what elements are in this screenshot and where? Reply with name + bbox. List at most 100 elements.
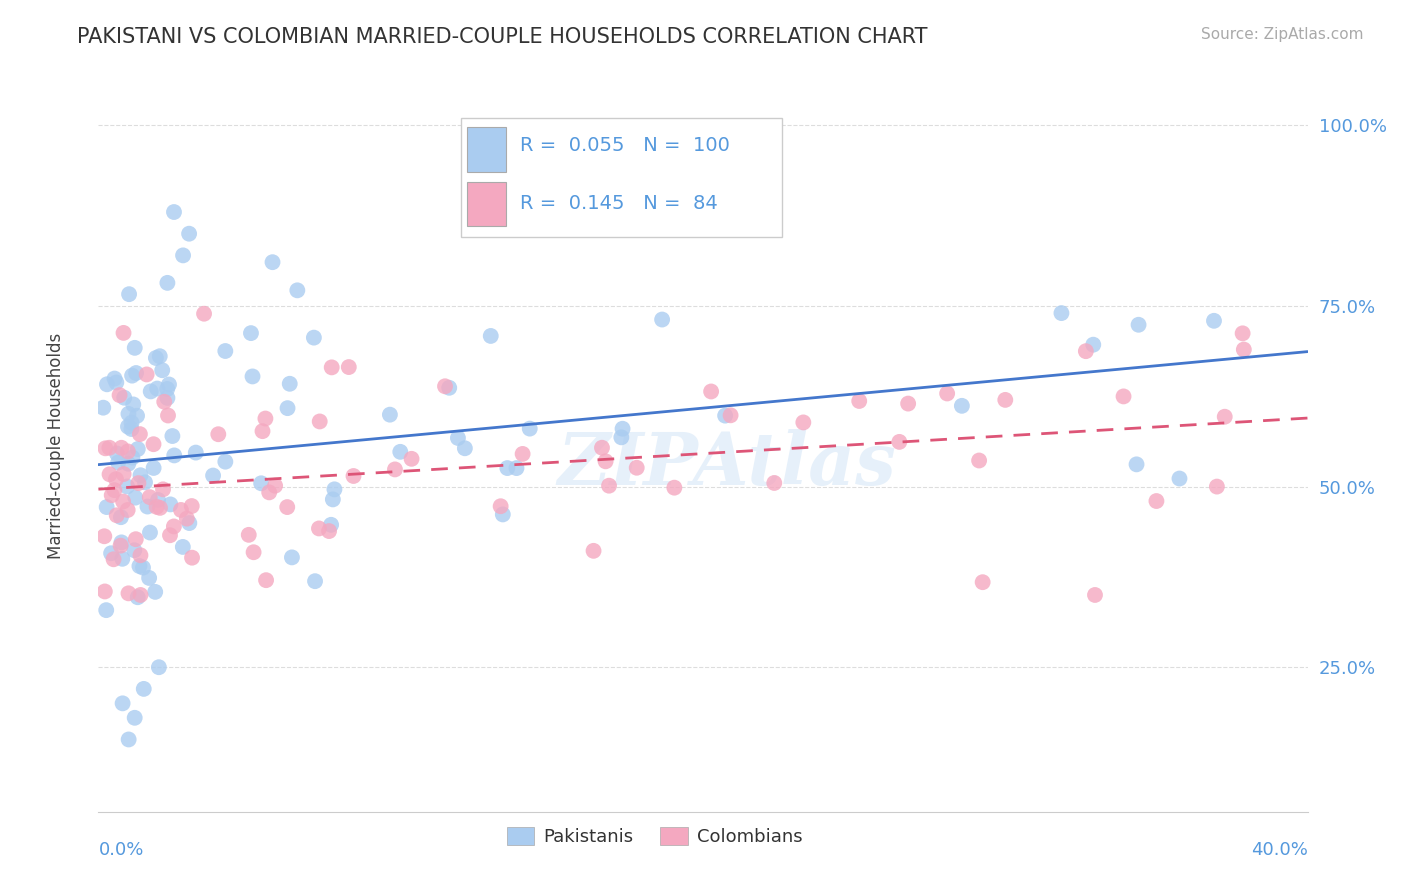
Point — [135, 368, 157, 382]
Point — [308, 521, 330, 535]
Point — [242, 545, 264, 559]
Point — [129, 588, 152, 602]
Point — [1083, 337, 1105, 351]
Text: R =  0.145   N =  84: R = 0.145 N = 84 — [520, 194, 718, 213]
Point — [105, 376, 128, 390]
FancyBboxPatch shape — [467, 128, 506, 172]
Point — [214, 344, 236, 359]
FancyBboxPatch shape — [461, 118, 782, 237]
Point — [1074, 344, 1097, 359]
Point — [110, 510, 132, 524]
Point — [110, 441, 132, 455]
Point — [145, 351, 167, 365]
Point — [138, 571, 160, 585]
Point — [401, 451, 423, 466]
Point — [238, 528, 260, 542]
Point — [103, 371, 125, 385]
Point — [496, 461, 519, 475]
Point — [172, 540, 194, 554]
Text: ZIPAtlas: ZIPAtlas — [558, 429, 897, 500]
Point — [120, 422, 142, 436]
Point — [100, 546, 122, 560]
Point — [323, 483, 346, 497]
Point — [156, 409, 179, 423]
Point — [714, 409, 737, 423]
Point — [117, 457, 139, 471]
Point — [163, 449, 186, 463]
Point — [1144, 494, 1167, 508]
Point — [626, 460, 648, 475]
Point — [117, 444, 139, 458]
Point — [612, 422, 634, 436]
Point — [1050, 306, 1073, 320]
Point — [162, 429, 184, 443]
Point — [304, 574, 326, 589]
Point — [321, 360, 343, 375]
Point — [1168, 471, 1191, 485]
Point — [179, 516, 201, 530]
Point — [254, 411, 277, 425]
FancyBboxPatch shape — [467, 182, 506, 227]
Point — [107, 456, 129, 470]
Point — [994, 392, 1017, 407]
Point — [105, 446, 128, 460]
Point — [193, 307, 215, 321]
Point — [163, 519, 186, 533]
Point — [170, 503, 193, 517]
Point — [124, 341, 146, 355]
Point — [142, 437, 165, 451]
Point — [595, 454, 617, 468]
Point — [254, 573, 277, 587]
Point — [792, 416, 814, 430]
Point — [1112, 389, 1135, 403]
Text: PAKISTANI VS COLOMBIAN MARRIED-COUPLE HOUSEHOLDS CORRELATION CHART: PAKISTANI VS COLOMBIAN MARRIED-COUPLE HO… — [77, 27, 928, 46]
Point — [378, 408, 401, 422]
Point — [897, 396, 920, 410]
Point — [104, 472, 127, 486]
Text: 40.0%: 40.0% — [1251, 840, 1308, 859]
Point — [434, 379, 457, 393]
Point — [163, 205, 186, 219]
Point — [257, 485, 280, 500]
Point — [950, 399, 973, 413]
Point — [105, 508, 128, 523]
Point — [128, 427, 150, 442]
Point — [96, 500, 118, 514]
Point — [202, 468, 225, 483]
Point — [512, 447, 534, 461]
Point — [1128, 318, 1150, 332]
Point — [157, 377, 180, 392]
Point — [505, 461, 527, 475]
Point — [447, 431, 470, 445]
Point — [239, 326, 262, 340]
Point — [150, 363, 173, 377]
Point — [117, 419, 139, 434]
Point — [322, 492, 344, 507]
Point — [936, 386, 959, 401]
Point — [125, 366, 148, 380]
Point — [142, 461, 165, 475]
Point — [181, 550, 204, 565]
Point — [121, 368, 143, 383]
Point — [121, 450, 143, 465]
Point — [117, 586, 139, 600]
Point — [111, 696, 134, 710]
Point — [651, 312, 673, 326]
Point — [264, 479, 287, 493]
Point — [1233, 343, 1256, 357]
Point — [285, 283, 308, 297]
Point — [110, 535, 132, 549]
Point — [145, 500, 167, 514]
Point — [492, 508, 515, 522]
Point — [1125, 458, 1147, 472]
Point — [214, 455, 236, 469]
Point — [302, 331, 325, 345]
Point — [972, 575, 994, 590]
Point — [121, 416, 143, 430]
Point — [848, 394, 870, 409]
Point — [156, 382, 179, 396]
Text: R =  0.055   N =  100: R = 0.055 N = 100 — [520, 136, 730, 155]
Point — [277, 401, 299, 416]
Point — [153, 394, 176, 409]
Point — [138, 490, 160, 504]
